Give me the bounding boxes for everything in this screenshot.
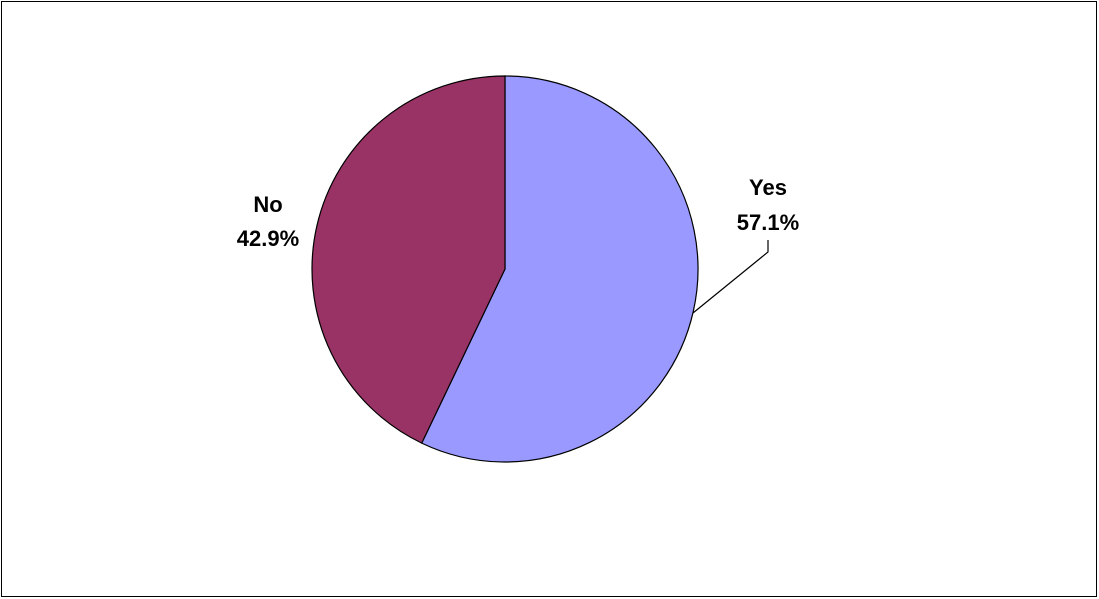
pie-slice-no bbox=[311, 75, 506, 444]
pie-slice-yes bbox=[420, 75, 699, 463]
slice-yes-percent: 57.1% bbox=[737, 210, 799, 235]
slice-no-data-label: No 42.9% bbox=[237, 192, 299, 251]
slice-yes-data-label: Yes 57.1% bbox=[737, 175, 799, 235]
slice-no-label: No bbox=[253, 192, 282, 217]
slice-no-percent: 42.9% bbox=[237, 226, 299, 251]
slice-yes-label: Yes bbox=[749, 175, 787, 200]
slice-yes-leader-line bbox=[692, 240, 769, 314]
pie-slices bbox=[311, 75, 699, 463]
